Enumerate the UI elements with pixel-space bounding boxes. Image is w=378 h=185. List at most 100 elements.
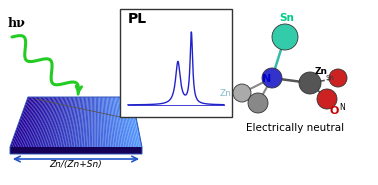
Polygon shape xyxy=(12,97,31,147)
Polygon shape xyxy=(13,97,32,147)
Text: Zn/(Zn+Sn): Zn/(Zn+Sn) xyxy=(50,160,102,169)
Polygon shape xyxy=(35,97,49,147)
Text: N: N xyxy=(262,74,272,84)
Polygon shape xyxy=(116,97,124,147)
Polygon shape xyxy=(98,97,101,147)
Polygon shape xyxy=(111,97,117,147)
Polygon shape xyxy=(38,97,51,147)
Polygon shape xyxy=(71,97,77,147)
Polygon shape xyxy=(108,97,114,147)
Text: O: O xyxy=(330,106,339,116)
Polygon shape xyxy=(26,97,42,147)
Polygon shape xyxy=(93,97,94,147)
Circle shape xyxy=(299,72,321,94)
Polygon shape xyxy=(89,97,92,147)
Polygon shape xyxy=(58,97,67,147)
Polygon shape xyxy=(15,97,33,147)
Polygon shape xyxy=(102,97,106,147)
Text: PL: PL xyxy=(128,12,147,26)
Polygon shape xyxy=(110,97,116,147)
Polygon shape xyxy=(70,97,76,147)
Polygon shape xyxy=(104,97,107,147)
Polygon shape xyxy=(91,97,93,147)
Polygon shape xyxy=(88,97,90,147)
Polygon shape xyxy=(97,97,99,147)
Polygon shape xyxy=(115,97,122,147)
Polygon shape xyxy=(114,97,121,147)
Polygon shape xyxy=(74,97,80,147)
Polygon shape xyxy=(120,97,129,147)
Polygon shape xyxy=(10,147,142,154)
Polygon shape xyxy=(54,97,64,147)
Polygon shape xyxy=(48,97,59,147)
Text: N: N xyxy=(339,103,345,112)
Polygon shape xyxy=(68,97,75,147)
Polygon shape xyxy=(40,97,53,147)
Polygon shape xyxy=(23,97,40,147)
Polygon shape xyxy=(128,97,139,147)
Polygon shape xyxy=(53,97,63,147)
Polygon shape xyxy=(20,97,37,147)
Polygon shape xyxy=(43,97,55,147)
Circle shape xyxy=(272,24,298,50)
Polygon shape xyxy=(99,97,102,147)
Polygon shape xyxy=(118,97,125,147)
Polygon shape xyxy=(123,97,132,147)
Polygon shape xyxy=(25,97,41,147)
Text: Zn: Zn xyxy=(220,89,232,98)
Circle shape xyxy=(329,69,347,87)
Polygon shape xyxy=(84,97,88,147)
Polygon shape xyxy=(122,97,130,147)
Polygon shape xyxy=(30,97,45,147)
Polygon shape xyxy=(107,97,112,147)
Polygon shape xyxy=(59,97,68,147)
FancyBboxPatch shape xyxy=(120,9,232,117)
Polygon shape xyxy=(105,97,109,147)
Polygon shape xyxy=(10,97,29,147)
Polygon shape xyxy=(22,97,39,147)
Polygon shape xyxy=(56,97,66,147)
Polygon shape xyxy=(79,97,84,147)
Polygon shape xyxy=(119,97,127,147)
Polygon shape xyxy=(45,97,57,147)
Polygon shape xyxy=(17,97,34,147)
Polygon shape xyxy=(36,97,50,147)
Polygon shape xyxy=(125,97,135,147)
Polygon shape xyxy=(101,97,104,147)
Polygon shape xyxy=(76,97,81,147)
Polygon shape xyxy=(129,97,140,147)
Polygon shape xyxy=(83,97,87,147)
Circle shape xyxy=(262,68,282,88)
Polygon shape xyxy=(61,97,70,147)
Polygon shape xyxy=(33,97,48,147)
Polygon shape xyxy=(66,97,73,147)
Text: Electrically neutral: Electrically neutral xyxy=(246,123,344,133)
Polygon shape xyxy=(18,97,36,147)
Text: Zn: Zn xyxy=(315,67,328,76)
Polygon shape xyxy=(124,97,134,147)
Polygon shape xyxy=(127,97,137,147)
Circle shape xyxy=(317,89,337,109)
Polygon shape xyxy=(96,97,98,147)
Text: Sn: Sn xyxy=(326,75,335,81)
Circle shape xyxy=(233,84,251,102)
Text: hν: hν xyxy=(8,17,26,30)
Polygon shape xyxy=(46,97,58,147)
Polygon shape xyxy=(73,97,79,147)
Polygon shape xyxy=(113,97,119,147)
Circle shape xyxy=(248,93,268,113)
Polygon shape xyxy=(50,97,60,147)
Polygon shape xyxy=(131,97,142,147)
Polygon shape xyxy=(81,97,85,147)
Polygon shape xyxy=(77,97,83,147)
Polygon shape xyxy=(28,97,43,147)
Polygon shape xyxy=(65,97,72,147)
Polygon shape xyxy=(41,97,54,147)
Polygon shape xyxy=(94,97,96,147)
Polygon shape xyxy=(31,97,46,147)
Text: Sn: Sn xyxy=(279,13,294,23)
Polygon shape xyxy=(106,97,111,147)
Polygon shape xyxy=(86,97,89,147)
Polygon shape xyxy=(51,97,62,147)
Polygon shape xyxy=(63,97,71,147)
